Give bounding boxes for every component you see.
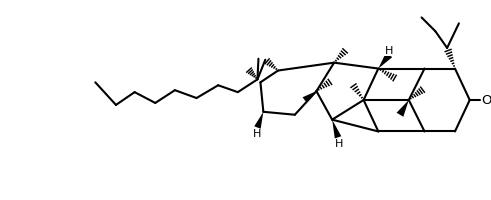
Polygon shape (379, 52, 392, 69)
Polygon shape (397, 100, 409, 117)
Polygon shape (332, 120, 341, 138)
Text: H: H (253, 129, 262, 139)
Polygon shape (302, 91, 316, 103)
Text: O: O (482, 94, 491, 106)
Text: H: H (385, 46, 393, 56)
Polygon shape (254, 112, 263, 129)
Text: H: H (335, 139, 343, 149)
